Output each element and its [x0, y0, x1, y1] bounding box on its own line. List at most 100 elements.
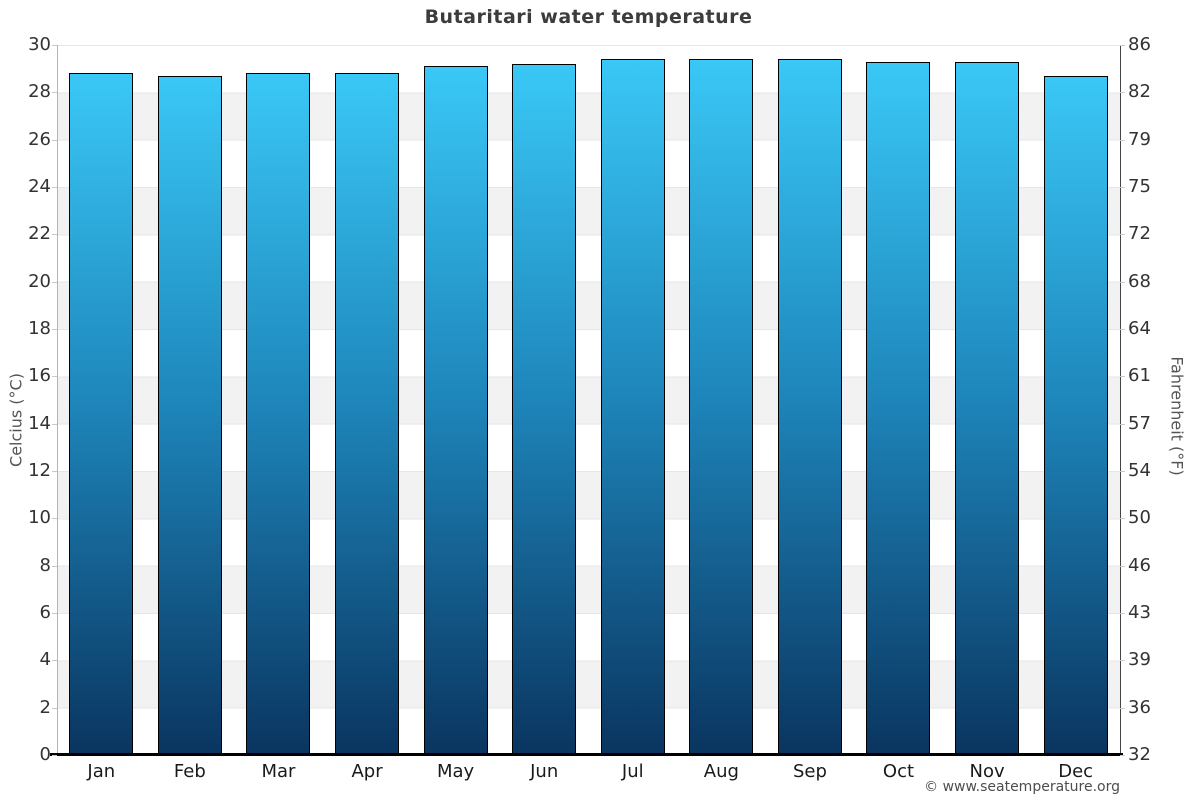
bar-nov[interactable] [955, 61, 1020, 755]
left-tick-mark [52, 92, 57, 94]
left-tick-mark [52, 565, 57, 567]
celsius-tick-0: 0 [39, 744, 51, 765]
left-tick-mark [52, 45, 57, 46]
celsius-tick-28: 28 [28, 81, 51, 103]
celsius-tick-12: 12 [28, 460, 51, 481]
bar-dec[interactable] [1043, 75, 1108, 755]
plot-area [57, 45, 1120, 755]
bar-feb[interactable] [157, 75, 222, 755]
month-label-oct: Oct [882, 761, 915, 782]
bar-jul[interactable] [600, 59, 665, 755]
left-tick-mark [52, 234, 57, 236]
fahrenheit-tick-39: 39 [1128, 649, 1151, 671]
bar-may[interactable] [423, 66, 488, 755]
fahrenheit-tick-79: 79 [1128, 128, 1151, 150]
chart-title: Butaritari water temperature [424, 6, 753, 28]
right-tick-mark [1120, 376, 1125, 378]
bar-slot-feb [146, 45, 235, 755]
month-label-mar: Mar [261, 761, 296, 782]
x-axis-month-labels: Jan Feb Mar Apr May Jun Jul Aug Sep Oct Nov Dec [57, 761, 1120, 782]
fahrenheit-tick-75: 75 [1128, 176, 1151, 197]
left-tick-mark [52, 187, 57, 188]
bar-slot-oct [854, 45, 943, 755]
month-label-sep: Sep [792, 761, 827, 782]
left-tick-mark [52, 755, 57, 756]
right-tick-mark [1120, 281, 1125, 283]
fahrenheit-tick-64: 64 [1128, 318, 1151, 339]
bar-slot-apr [323, 45, 412, 755]
month-label-nov: Nov [969, 761, 1005, 782]
bar-aug[interactable] [689, 59, 754, 755]
bar-slot-dec [1031, 45, 1120, 755]
right-tick-mark [1120, 139, 1125, 141]
bars-group [57, 45, 1120, 755]
left-tick-mark [52, 471, 57, 472]
left-tick-mark [52, 660, 57, 662]
right-tick-mark [1120, 45, 1125, 46]
fahrenheit-tick-82: 82 [1128, 81, 1151, 103]
left-tick-mark [52, 329, 57, 330]
fahrenheit-tick-68: 68 [1128, 270, 1151, 292]
bar-slot-may [411, 45, 500, 755]
fahrenheit-tick-32: 32 [1128, 744, 1151, 765]
fahrenheit-tick-72: 72 [1128, 223, 1151, 245]
bar-slot-jan [57, 45, 146, 755]
bar-slot-nov [943, 45, 1032, 755]
y-axis-right-title: Fahrenheit (°F) [1167, 356, 1187, 476]
fahrenheit-tick-46: 46 [1128, 554, 1151, 576]
left-tick-mark [52, 139, 57, 141]
bar-slot-mar [234, 45, 323, 755]
right-tick-mark [1120, 187, 1125, 188]
fahrenheit-tick-86: 86 [1128, 34, 1151, 55]
month-label-jun: Jun [530, 761, 559, 782]
right-tick-mark [1120, 613, 1125, 614]
fahrenheit-tick-54: 54 [1128, 460, 1151, 481]
right-tick-mark [1120, 518, 1125, 520]
fahrenheit-tick-36: 36 [1128, 696, 1151, 718]
right-tick-mark [1120, 329, 1125, 330]
celsius-tick-24: 24 [28, 176, 51, 197]
right-tick-mark [1120, 234, 1125, 236]
left-tick-mark [52, 613, 57, 614]
right-tick-mark [1120, 755, 1125, 756]
month-label-jul: Jul [621, 761, 644, 782]
celsius-tick-4: 4 [39, 649, 51, 671]
fahrenheit-tick-43: 43 [1128, 602, 1151, 623]
bar-sep[interactable] [777, 59, 842, 755]
celsius-tick-22: 22 [28, 223, 51, 245]
bar-slot-sep [766, 45, 855, 755]
celsius-tick-14: 14 [28, 412, 51, 434]
right-tick-mark [1120, 565, 1125, 567]
y-axis-left-title: Celcius (°C) [6, 373, 26, 467]
month-label-feb: Feb [173, 761, 206, 782]
watermark-text: © www.seatemperature.org [924, 779, 1120, 795]
bar-slot-jul [588, 45, 677, 755]
right-tick-mark [1120, 707, 1125, 709]
bar-oct[interactable] [866, 61, 931, 755]
x-axis-baseline [50, 753, 1123, 756]
month-label-may: May [436, 761, 475, 782]
month-label-apr: Apr [351, 761, 383, 782]
left-tick-mark [52, 281, 57, 283]
celsius-tick-20: 20 [28, 270, 51, 292]
celsius-tick-10: 10 [28, 507, 51, 529]
left-tick-mark [52, 376, 57, 378]
bar-apr[interactable] [335, 73, 400, 755]
bar-mar[interactable] [246, 73, 311, 755]
bar-slot-jun [500, 45, 589, 755]
y-axis-left-tick-labels: 30 28 26 24 22 20 18 16 14 12 10 8 6 4 2 0 [0, 34, 51, 765]
left-tick-mark [52, 423, 57, 425]
celsius-tick-16: 16 [28, 365, 51, 387]
celsius-tick-30: 30 [28, 34, 51, 55]
month-label-jan: Jan [87, 761, 116, 782]
y-axis-right-tick-labels: 86 82 79 75 72 68 64 61 57 54 50 46 43 39 36 32 [1128, 34, 1188, 765]
celsius-tick-8: 8 [39, 554, 51, 576]
bar-jun[interactable] [512, 63, 577, 755]
celsius-tick-26: 26 [28, 128, 51, 150]
celsius-tick-18: 18 [28, 318, 51, 339]
bar-jan[interactable] [69, 73, 134, 755]
right-tick-mark [1120, 92, 1125, 94]
fahrenheit-tick-50: 50 [1128, 507, 1151, 529]
left-tick-mark [52, 518, 57, 520]
